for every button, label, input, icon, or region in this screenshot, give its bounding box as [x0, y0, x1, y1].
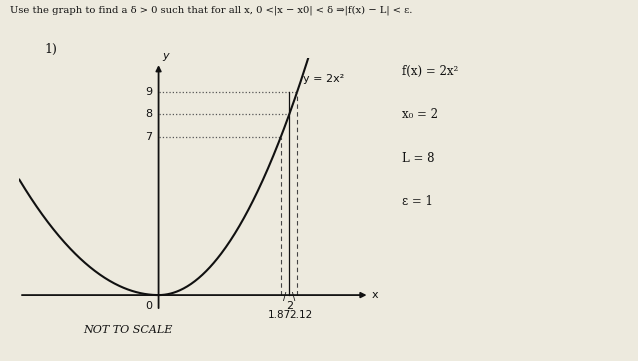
Text: 2.12: 2.12: [289, 310, 312, 320]
Text: Use the graph to find a δ > 0 such that for all x, 0 <|x − x0| < δ ⇒|f(x) − L| <: Use the graph to find a δ > 0 such that …: [10, 5, 412, 15]
Text: /: /: [283, 292, 286, 303]
Text: ε = 1: ε = 1: [402, 195, 433, 208]
Text: y = 2x²: y = 2x²: [304, 74, 345, 84]
Text: x₀ = 2: x₀ = 2: [402, 108, 438, 121]
Text: L = 8: L = 8: [402, 152, 434, 165]
Text: NOT TO SCALE: NOT TO SCALE: [83, 325, 172, 335]
Text: x: x: [372, 290, 379, 300]
Text: 1.87: 1.87: [267, 310, 291, 320]
Text: 9: 9: [145, 87, 152, 97]
Text: \: \: [292, 292, 295, 303]
Text: y: y: [162, 51, 168, 61]
Text: 0: 0: [145, 301, 152, 311]
Text: f(x) = 2x²: f(x) = 2x²: [402, 65, 458, 78]
Text: 7: 7: [145, 132, 152, 142]
Text: 1): 1): [45, 43, 57, 56]
Text: 2: 2: [286, 301, 293, 311]
Text: 8: 8: [145, 109, 152, 119]
